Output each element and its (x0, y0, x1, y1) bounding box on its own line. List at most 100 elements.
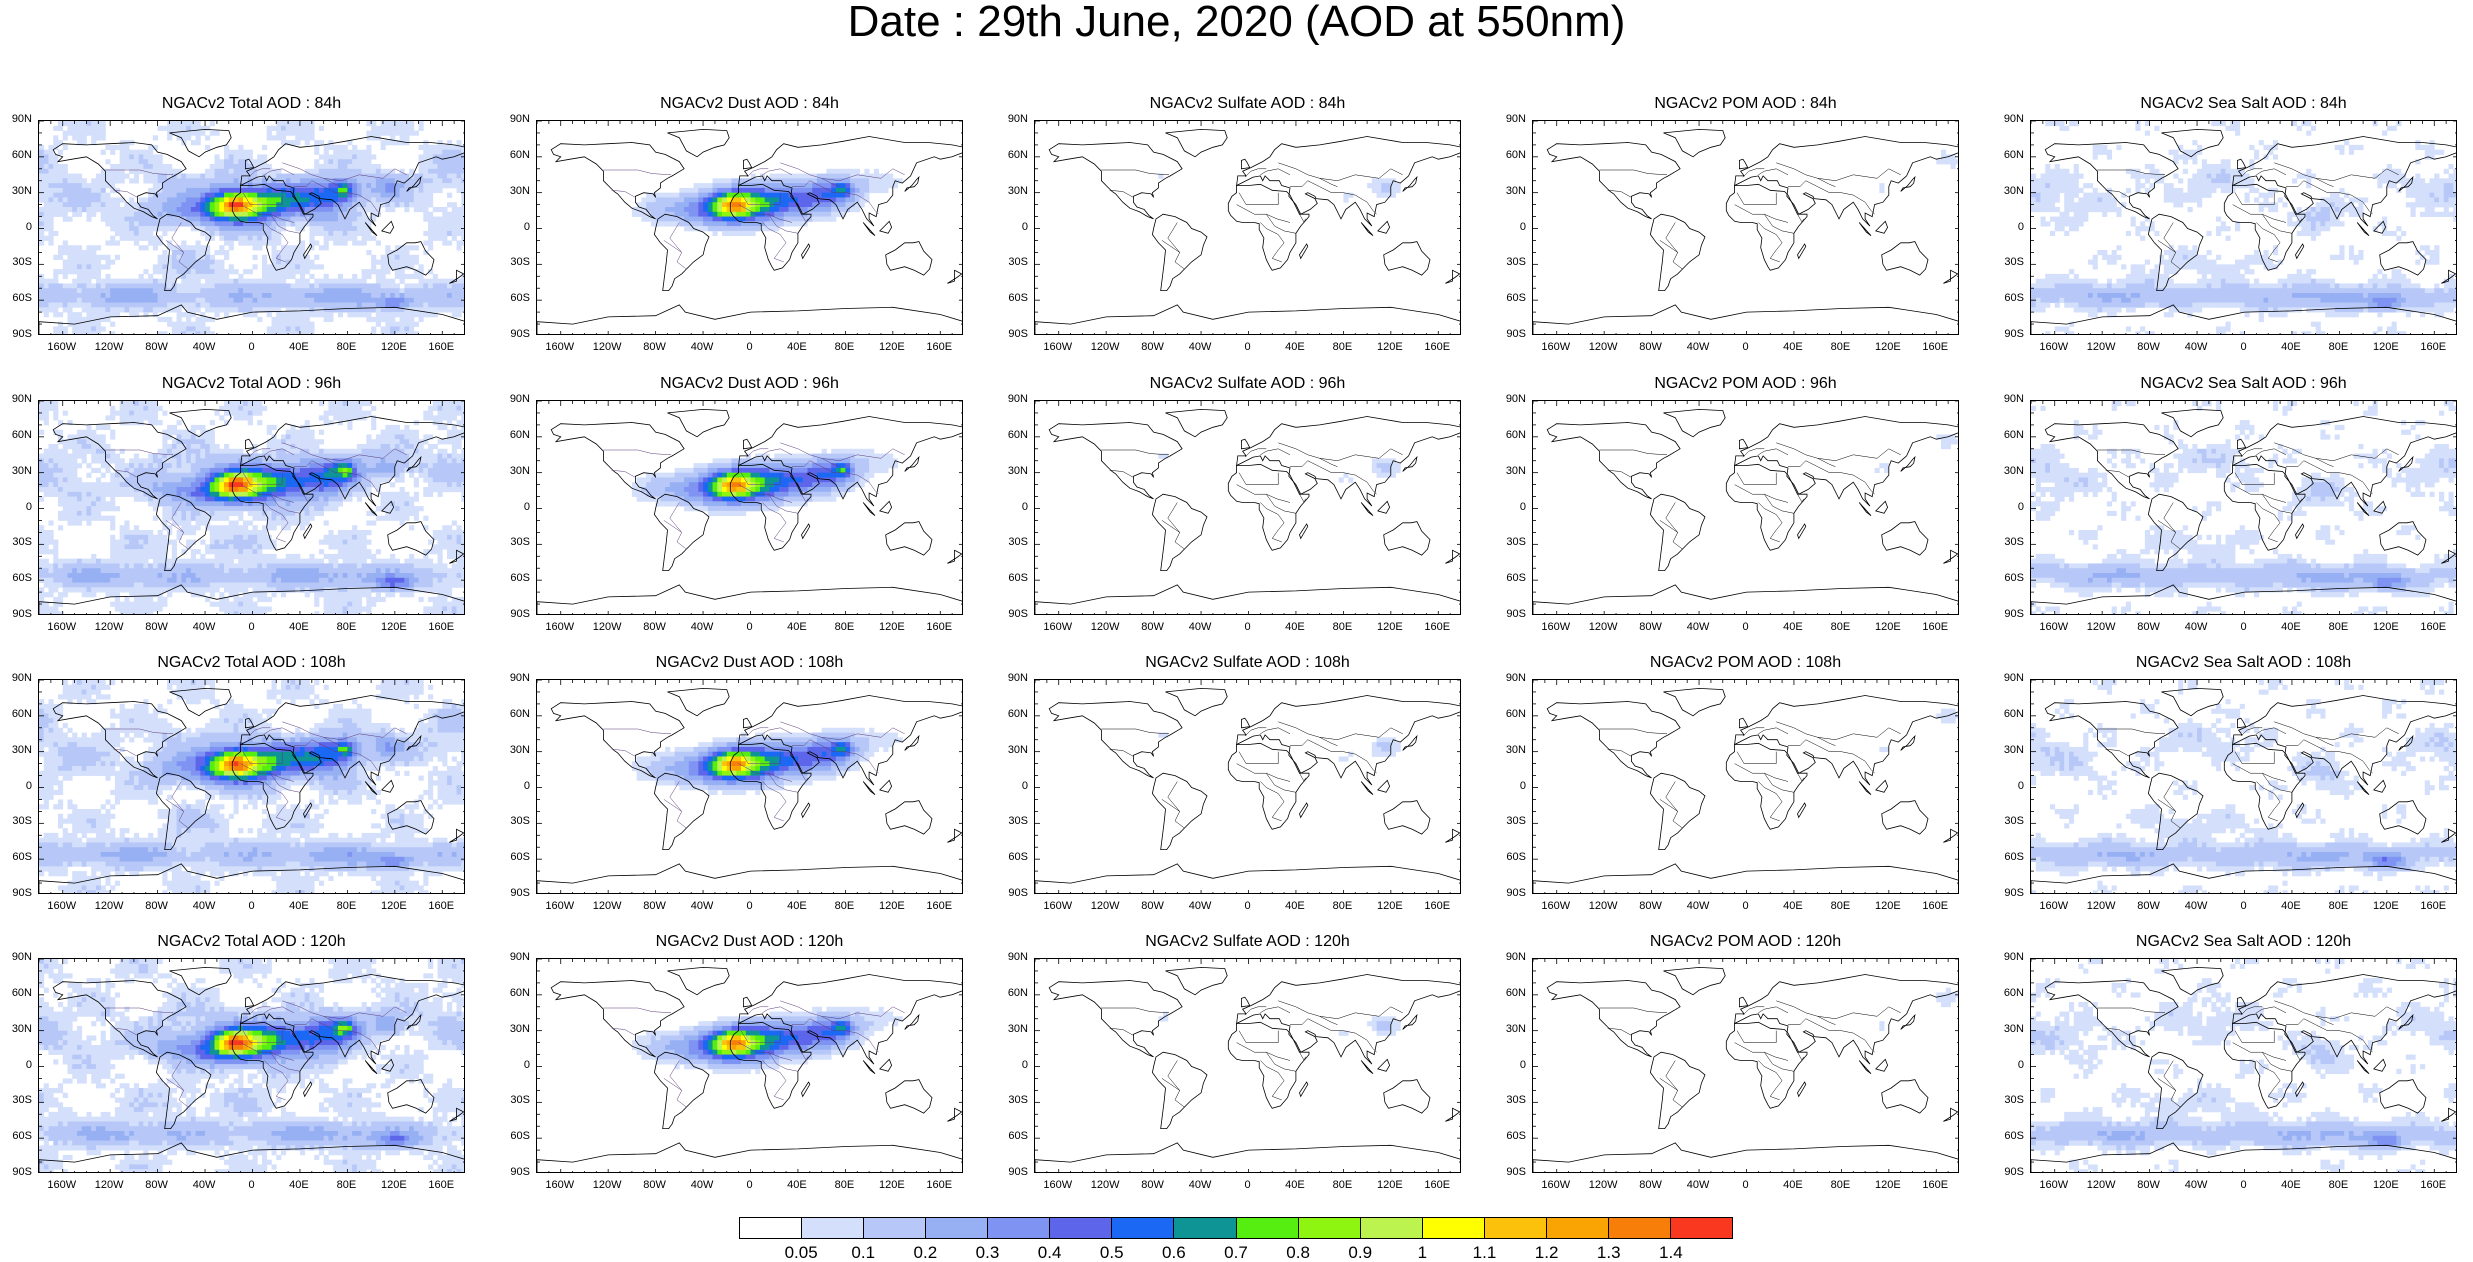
aod-map (537, 959, 963, 1173)
lon-tick-label: 40E (1273, 1180, 1317, 1191)
panel-title: NGACv2 POM AOD : 120h (1532, 934, 1959, 950)
lat-tick-label: 60N (1500, 150, 1526, 161)
aod-field (1875, 434, 1959, 473)
lon-tick-label: 120W (2079, 622, 2123, 633)
lon-tick-label: 40W (1676, 622, 1720, 633)
lat-tick-label: 60N (6, 709, 32, 720)
lon-tick-label: 80W (1629, 901, 1673, 912)
panel-title: NGACv2 Sulfate AOD : 84h (1034, 96, 1461, 112)
lat-tick-label: 60S (504, 1131, 530, 1142)
map-panel-sulfate-108h (1034, 679, 1461, 894)
lon-tick-label: 40W (1676, 342, 1720, 353)
lon-tick-label: 80W (135, 901, 179, 912)
lon-tick-label: 80W (1629, 1180, 1673, 1191)
map-panel-seasalt-96h (2030, 400, 2457, 615)
map-ticks (1035, 121, 1461, 335)
lon-tick-label: 80E (822, 901, 866, 912)
lat-tick-label: 90S (504, 1167, 530, 1178)
lon-tick-label: 40W (1178, 622, 1222, 633)
aod-map (2031, 401, 2457, 615)
aod-field (39, 401, 465, 615)
lon-tick-label: 0 (728, 901, 772, 912)
lon-tick-label: 120W (87, 622, 131, 633)
aod-field (39, 121, 465, 335)
colorbar-label: 0.7 (1211, 1244, 1261, 1261)
colorbar-swatch (1361, 1218, 1423, 1238)
lat-tick-label: 30N (1500, 466, 1526, 477)
lat-tick-label: 90N (6, 952, 32, 963)
lat-tick-label: 30S (504, 257, 530, 268)
lon-tick-label: 40E (1273, 342, 1317, 353)
panel-title: NGACv2 POM AOD : 96h (1532, 376, 1959, 392)
lat-tick-label: 60N (1002, 709, 1028, 720)
aod-field (1879, 709, 1959, 752)
lat-tick-label: 90N (6, 394, 32, 405)
lon-tick-label: 40E (775, 901, 819, 912)
lat-tick-label: 60N (1500, 709, 1526, 720)
lat-tick-label: 90N (504, 952, 530, 963)
coastlines (1035, 129, 1461, 335)
lon-tick-label: 40W (680, 901, 724, 912)
lon-tick-label: 0 (1724, 342, 1768, 353)
lon-tick-label: 80E (2316, 622, 2360, 633)
lon-tick-label: 80W (2127, 901, 2171, 912)
panel-title: NGACv2 Sea Salt AOD : 120h (2030, 934, 2457, 950)
lat-tick-label: 30S (1500, 257, 1526, 268)
lon-tick-label: 120E (2364, 1180, 2408, 1191)
aod-field (2031, 680, 2457, 894)
lon-tick-label: 160W (1534, 342, 1578, 353)
lat-tick-label: 0 (1500, 781, 1526, 792)
lon-tick-label: 40W (1676, 901, 1720, 912)
lon-tick-label: 0 (2222, 622, 2266, 633)
lat-tick-label: 60N (1500, 988, 1526, 999)
lat-tick-label: 30N (1002, 466, 1028, 477)
lon-tick-label: 80E (2316, 1180, 2360, 1191)
lat-tick-label: 0 (504, 1060, 530, 1071)
lon-tick-label: 120E (372, 342, 416, 353)
aod-map (39, 959, 465, 1173)
lon-tick-label: 40E (1771, 901, 1815, 912)
lon-tick-label: 160W (40, 342, 84, 353)
lat-tick-label: 30N (1500, 186, 1526, 197)
lat-tick-label: 30N (1002, 1024, 1028, 1035)
aod-field (39, 680, 465, 894)
lat-tick-label: 90S (1998, 888, 2024, 899)
lat-tick-label: 60N (504, 150, 530, 161)
lon-tick-label: 120E (1368, 1180, 1412, 1191)
colorbar-swatch (1485, 1218, 1547, 1238)
lon-tick-label: 120W (585, 622, 629, 633)
map-panel-sulfate-120h (1034, 958, 1461, 1173)
lon-tick-label: 80W (1629, 622, 1673, 633)
lat-tick-label: 60N (6, 430, 32, 441)
lon-tick-label: 40E (775, 622, 819, 633)
lon-tick-label: 40E (1273, 901, 1317, 912)
lon-tick-label: 120W (585, 1180, 629, 1191)
lat-tick-label: 90N (6, 673, 32, 684)
lon-tick-label: 160W (2032, 622, 2076, 633)
colorbar-swatch (1609, 1218, 1671, 1238)
lon-tick-label: 40W (680, 622, 724, 633)
lat-tick-label: 90N (1002, 673, 1028, 684)
map-panel-dust-96h (536, 400, 963, 615)
lat-tick-label: 0 (1002, 222, 1028, 233)
lon-tick-label: 160W (538, 342, 582, 353)
lat-tick-label: 60S (1500, 573, 1526, 584)
lon-tick-label: 0 (230, 342, 274, 353)
lat-tick-label: 90N (1998, 114, 2024, 125)
colorbar-label: 0.8 (1273, 1244, 1323, 1261)
lon-tick-label: 80E (1320, 622, 1364, 633)
lat-tick-label: 30S (1002, 1095, 1028, 1106)
lat-tick-label: 30S (6, 257, 32, 268)
lon-tick-label: 0 (1724, 1180, 1768, 1191)
lon-tick-label: 120W (1083, 1180, 1127, 1191)
lon-tick-label: 40W (1178, 901, 1222, 912)
lat-tick-label: 0 (1998, 781, 2024, 792)
lat-tick-label: 90N (504, 394, 530, 405)
colorbar-label: 1.3 (1584, 1244, 1634, 1261)
lon-tick-label: 160E (2411, 1180, 2455, 1191)
lon-tick-label: 160E (1415, 342, 1459, 353)
lat-tick-label: 30N (504, 1024, 530, 1035)
panel-title: NGACv2 Sea Salt AOD : 84h (2030, 96, 2457, 112)
lon-tick-label: 40W (680, 342, 724, 353)
lon-tick-label: 80E (1818, 342, 1862, 353)
